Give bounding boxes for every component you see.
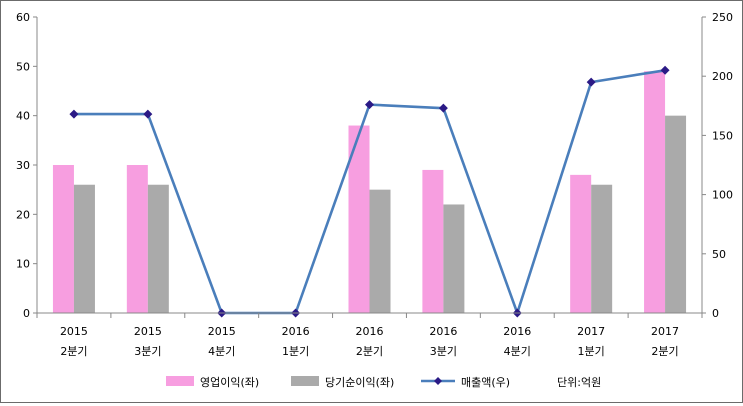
y-right-tick-label: 200 (712, 70, 733, 83)
axes-layer: 0 10 20 30 40 50 60 0 50 100 150 200 250 2015 2분기 2015 3… (16, 11, 733, 358)
y-right-tick-label: 50 (712, 248, 726, 261)
x-tick-label-year: 2016 (356, 325, 384, 338)
x-tick-label-year: 2017 (651, 325, 679, 338)
x-tick-label-year: 2015 (60, 325, 88, 338)
y-right-tick-label: 100 (712, 189, 733, 202)
y-right-tick-label: 250 (712, 11, 733, 24)
x-tick-label-quarter: 4분기 (208, 345, 235, 358)
x-tick-label-year: 2016 (282, 325, 310, 338)
bar-net-income (665, 115, 687, 314)
unit-note: 단위:억원 (557, 376, 601, 389)
legend-label: 매출액(우) (461, 376, 510, 389)
x-tick-label-year: 2017 (577, 325, 605, 338)
point-revenue (586, 77, 596, 87)
x-tick-label-quarter: 1분기 (578, 345, 605, 358)
point-revenue (438, 103, 448, 113)
x-tick-label-year: 2015 (208, 325, 236, 338)
bar-operating-profit (644, 71, 666, 314)
x-tick-label-year: 2016 (503, 325, 531, 338)
bar-operating-profit (348, 125, 370, 314)
legend-label: 당기순이익(좌) (325, 376, 394, 389)
x-tick-label-quarter: 2분기 (651, 345, 678, 358)
x-tick-label-quarter: 2분기 (356, 345, 383, 358)
y-left-tick-label: 20 (16, 208, 30, 221)
x-tick-label-year: 2016 (429, 325, 457, 338)
x-tick-label-year: 2015 (134, 325, 162, 338)
point-revenue (660, 65, 670, 75)
y-right-tick-label: 150 (712, 129, 733, 142)
bar-net-income (369, 189, 391, 313)
bars-layer (52, 71, 687, 314)
x-tick-label-quarter: 1분기 (282, 345, 309, 358)
y-left-tick-label: 0 (23, 307, 30, 320)
point-revenue (143, 109, 153, 119)
point-revenue (69, 109, 79, 119)
bar-operating-profit (422, 169, 444, 313)
bar-operating-profit (52, 165, 74, 313)
legend-label: 영업이익(좌) (200, 376, 259, 389)
point-revenue (365, 100, 374, 110)
y-left-tick-label: 30 (16, 159, 30, 172)
x-tick-label-quarter: 4분기 (504, 345, 531, 358)
x-tick-label-quarter: 3분기 (134, 345, 161, 358)
bar-operating-profit (126, 165, 148, 313)
y-left-tick-label: 40 (16, 110, 30, 123)
y-left-tick-label: 50 (16, 60, 30, 73)
y-left-tick-label: 60 (16, 11, 30, 24)
bar-net-income (147, 184, 169, 313)
x-tick-label-quarter: 2분기 (60, 345, 87, 358)
legend: 영업이익(좌) 당기순이익(좌) 매출액(우) 단위:억원 (166, 376, 601, 389)
y-right-tick-label: 0 (712, 307, 719, 320)
y-left-tick-label: 10 (16, 258, 30, 271)
legend-swatch-bar (166, 376, 194, 386)
legend-swatch-marker (434, 377, 442, 385)
bar-net-income (73, 184, 95, 313)
bar-net-income (591, 184, 613, 313)
x-tick-label-quarter: 3분기 (430, 345, 457, 358)
bar-net-income (443, 204, 465, 313)
legend-swatch-bar (291, 376, 319, 386)
bar-operating-profit (570, 174, 592, 313)
